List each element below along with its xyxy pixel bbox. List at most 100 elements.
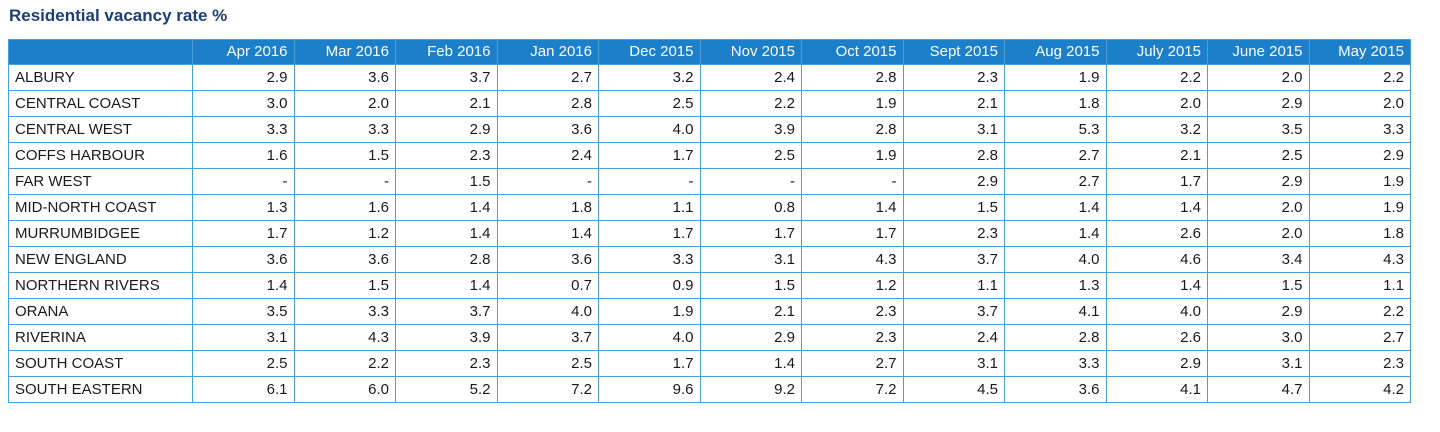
vacancy-value-cell: - bbox=[598, 168, 701, 195]
vacancy-value-cell: 1.4 bbox=[1105, 272, 1208, 299]
vacancy-value-cell: 2.0 bbox=[1308, 90, 1411, 117]
region-name-cell: MID-NORTH COAST bbox=[8, 194, 193, 221]
vacancy-value-cell: 4.5 bbox=[902, 376, 1005, 403]
vacancy-value-cell: 1.4 bbox=[801, 194, 904, 221]
vacancy-value-cell: 6.1 bbox=[192, 376, 295, 403]
vacancy-value-cell: 4.2 bbox=[1308, 376, 1411, 403]
vacancy-value-cell: 1.8 bbox=[1004, 90, 1107, 117]
vacancy-value-cell: 7.2 bbox=[496, 376, 599, 403]
region-name-cell: COFFS HARBOUR bbox=[8, 142, 193, 169]
vacancy-value-cell: 2.9 bbox=[699, 324, 802, 351]
table-row: RIVERINA 3.1 4.3 3.9 3.7 4.0 2.9 2.3 2.4 2.8 2.6 3.… bbox=[8, 324, 1411, 351]
vacancy-value-cell: 2.9 bbox=[1105, 350, 1208, 377]
table-row: CENTRAL WEST 3.3 3.3 2.9 3.6 4.0 3.9 2.8 3.1 5.3 3… bbox=[8, 116, 1411, 143]
vacancy-value-cell: 3.9 bbox=[395, 324, 498, 351]
vacancy-value-cell: 1.2 bbox=[293, 220, 396, 247]
vacancy-value-cell: 3.6 bbox=[496, 116, 599, 143]
column-header: Sept 2015 bbox=[902, 39, 1005, 65]
vacancy-value-cell: 2.5 bbox=[496, 350, 599, 377]
vacancy-value-cell: 1.9 bbox=[598, 298, 701, 325]
vacancy-value-cell: 1.9 bbox=[801, 142, 904, 169]
vacancy-value-cell: 4.6 bbox=[1105, 246, 1208, 273]
vacancy-value-cell: 2.3 bbox=[801, 298, 904, 325]
vacancy-value-cell: 3.5 bbox=[192, 298, 295, 325]
column-header: July 2015 bbox=[1105, 39, 1208, 65]
vacancy-value-cell: 1.4 bbox=[496, 220, 599, 247]
vacancy-value-cell: 2.4 bbox=[699, 64, 802, 91]
vacancy-value-cell: 2.7 bbox=[1308, 324, 1411, 351]
vacancy-value-cell: 2.9 bbox=[1207, 298, 1310, 325]
vacancy-value-cell: 2.8 bbox=[395, 246, 498, 273]
vacancy-value-cell: 2.2 bbox=[699, 90, 802, 117]
vacancy-value-cell: 1.1 bbox=[1308, 272, 1411, 299]
region-name-cell: MURRUMBIDGEE bbox=[8, 220, 193, 247]
vacancy-value-cell: 2.1 bbox=[902, 90, 1005, 117]
vacancy-value-cell: 1.1 bbox=[598, 194, 701, 221]
vacancy-value-cell: 0.8 bbox=[699, 194, 802, 221]
vacancy-value-cell: 2.5 bbox=[699, 142, 802, 169]
vacancy-value-cell: 4.0 bbox=[1004, 246, 1107, 273]
vacancy-value-cell: 2.8 bbox=[801, 64, 904, 91]
vacancy-value-cell: 2.8 bbox=[801, 116, 904, 143]
vacancy-value-cell: 4.3 bbox=[801, 246, 904, 273]
vacancy-value-cell: 4.0 bbox=[598, 116, 701, 143]
table-row: CENTRAL COAST 3.0 2.0 2.1 2.8 2.5 2.2 1.9 2.1 1.8… bbox=[8, 90, 1411, 117]
vacancy-value-cell: 1.3 bbox=[1004, 272, 1107, 299]
vacancy-value-cell: 1.7 bbox=[598, 350, 701, 377]
vacancy-value-cell: 1.2 bbox=[801, 272, 904, 299]
vacancy-value-cell: 2.9 bbox=[1207, 90, 1310, 117]
vacancy-value-cell: 4.3 bbox=[1308, 246, 1411, 273]
vacancy-value-cell: 1.6 bbox=[293, 194, 396, 221]
column-header: June 2015 bbox=[1207, 39, 1310, 65]
vacancy-value-cell: 1.9 bbox=[1004, 64, 1107, 91]
vacancy-value-cell: 1.7 bbox=[598, 220, 701, 247]
vacancy-value-cell: 4.1 bbox=[1105, 376, 1208, 403]
vacancy-value-cell: 1.7 bbox=[801, 220, 904, 247]
header-row: Apr 2016 Mar 2016 Feb 2016 Jan 2016 Dec 2015… bbox=[8, 39, 1411, 65]
vacancy-value-cell: - bbox=[192, 168, 295, 195]
vacancy-value-cell: - bbox=[496, 168, 599, 195]
vacancy-value-cell: 1.7 bbox=[1105, 168, 1208, 195]
table-title: Residential vacancy rate % bbox=[9, 6, 228, 25]
vacancy-value-cell: 3.3 bbox=[293, 298, 396, 325]
vacancy-value-cell: 3.0 bbox=[1207, 324, 1310, 351]
vacancy-value-cell: 2.2 bbox=[293, 350, 396, 377]
vacancy-value-cell: 2.9 bbox=[1207, 168, 1310, 195]
vacancy-value-cell: 2.0 bbox=[293, 90, 396, 117]
vacancy-value-cell: - bbox=[801, 168, 904, 195]
vacancy-value-cell: 3.5 bbox=[1207, 116, 1310, 143]
vacancy-value-cell: 3.0 bbox=[192, 90, 295, 117]
vacancy-value-cell: 3.1 bbox=[902, 116, 1005, 143]
vacancy-value-cell: 2.3 bbox=[1308, 350, 1411, 377]
column-header: Apr 2016 bbox=[192, 39, 295, 65]
vacancy-value-cell: 2.3 bbox=[902, 64, 1005, 91]
vacancy-value-cell: 1.9 bbox=[1308, 168, 1411, 195]
vacancy-value-cell: 3.4 bbox=[1207, 246, 1310, 273]
vacancy-value-cell: 4.7 bbox=[1207, 376, 1310, 403]
vacancy-value-cell: 2.8 bbox=[496, 90, 599, 117]
vacancy-value-cell: 3.7 bbox=[902, 298, 1005, 325]
vacancy-value-cell: 1.1 bbox=[902, 272, 1005, 299]
vacancy-value-cell: 2.3 bbox=[395, 142, 498, 169]
vacancy-value-cell: 2.3 bbox=[902, 220, 1005, 247]
vacancy-value-cell: 1.4 bbox=[1004, 220, 1107, 247]
region-name-cell: RIVERINA bbox=[8, 324, 193, 351]
vacancy-value-cell: 2.5 bbox=[598, 90, 701, 117]
vacancy-value-cell: 2.7 bbox=[1004, 142, 1107, 169]
vacancy-value-cell: 3.6 bbox=[496, 246, 599, 273]
vacancy-value-cell: 1.5 bbox=[395, 168, 498, 195]
vacancy-value-cell: 1.8 bbox=[1308, 220, 1411, 247]
vacancy-value-cell: 3.6 bbox=[192, 246, 295, 273]
vacancy-value-cell: 2.9 bbox=[192, 64, 295, 91]
vacancy-value-cell: - bbox=[699, 168, 802, 195]
vacancy-value-cell: 1.5 bbox=[1207, 272, 1310, 299]
region-name-cell: NORTHERN RIVERS bbox=[8, 272, 193, 299]
vacancy-value-cell: 3.7 bbox=[902, 246, 1005, 273]
vacancy-value-cell: 2.2 bbox=[1105, 64, 1208, 91]
vacancy-value-cell: 2.0 bbox=[1207, 194, 1310, 221]
region-name-cell: CENTRAL WEST bbox=[8, 116, 193, 143]
vacancy-value-cell: 3.6 bbox=[293, 64, 396, 91]
vacancy-value-cell: 1.5 bbox=[293, 142, 396, 169]
vacancy-value-cell: 3.7 bbox=[395, 298, 498, 325]
region-name-cell: CENTRAL COAST bbox=[8, 90, 193, 117]
